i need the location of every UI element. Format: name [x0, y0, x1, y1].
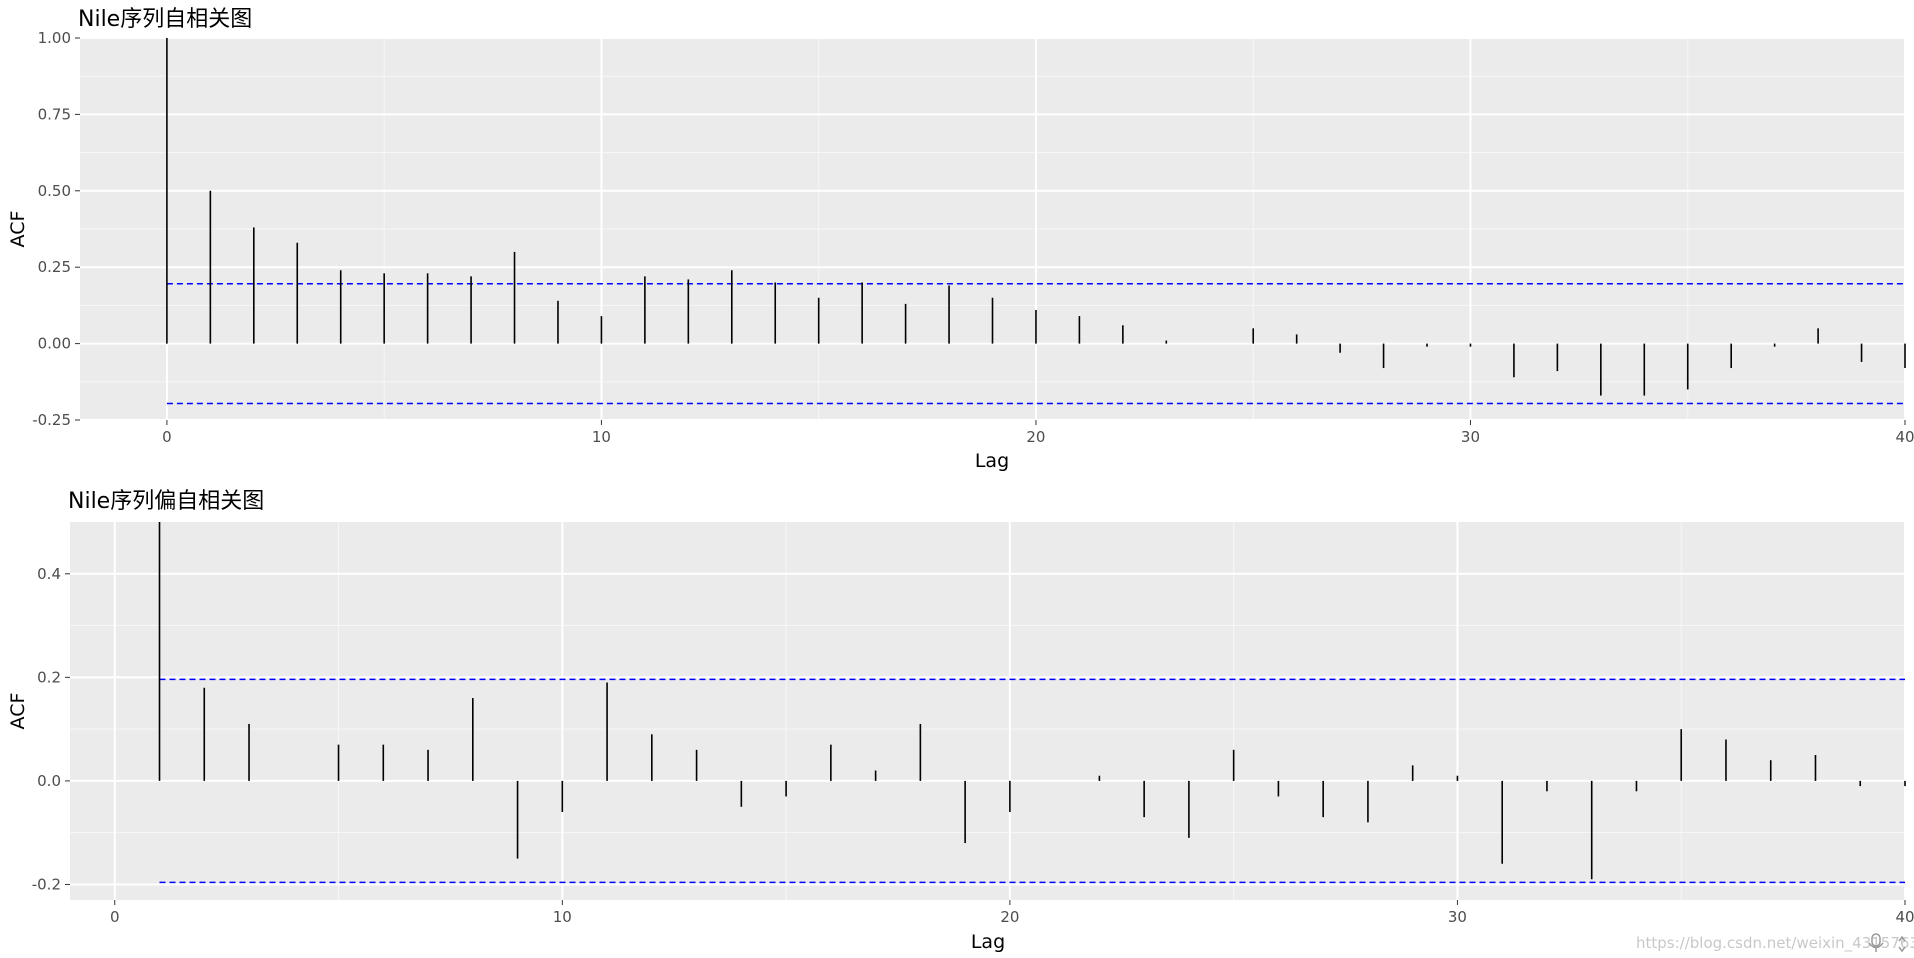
acf-bars [166, 38, 1906, 396]
x-tick-label: 10 [592, 428, 611, 446]
y-tick-label: 0.4 [37, 565, 61, 583]
watermark-text: https://blog.csdn.net/weixin_4315763 [1636, 934, 1914, 953]
pacf-chart-title: Nile序列偏自相关图 [68, 489, 264, 514]
y-tick-label: 0.00 [38, 335, 71, 353]
pacf-gridlines [70, 522, 1906, 900]
y-tick-label: -0.25 [32, 411, 71, 429]
scroll-arrows-icon[interactable] [1898, 935, 1906, 953]
x-tick-label: 0 [162, 428, 172, 446]
x-tick-label: 40 [1895, 428, 1914, 446]
pacf-plot-panel [70, 522, 1905, 900]
acf-x-ticks: 0 10 20 30 40 [162, 420, 1914, 446]
acf-y-axis-label: ACF [7, 211, 29, 248]
y-tick-label: 0.2 [37, 668, 61, 686]
microphone-icon[interactable] [1868, 933, 1884, 952]
pacf-x-axis-label: Lag [971, 931, 1005, 953]
y-tick-label: 0.50 [38, 182, 71, 200]
x-tick-label: 40 [1895, 908, 1914, 926]
x-tick-label: 30 [1448, 908, 1467, 926]
pacf-confidence-band [159, 678, 1905, 884]
y-tick-label: 1.00 [38, 29, 71, 47]
y-tick-label: 0.75 [38, 105, 71, 123]
pacf-x-ticks: 0 10 20 30 40 [110, 900, 1914, 926]
acf-x-axis-label: Lag [975, 450, 1009, 472]
acf-chart: Nile序列自相关图 -0.25 0.00 0.25 0.50 0.75 1.00 0 10… [7, 7, 1914, 472]
x-tick-label: 10 [553, 908, 572, 926]
x-tick-label: 20 [1000, 908, 1019, 926]
y-tick-label: 0.25 [38, 258, 71, 276]
pacf-chart: Nile序列偏自相关图 -0.20.00.20.4 0 10 20 30 40 Lag … [7, 489, 1914, 953]
acf-y-ticks: -0.25 0.00 0.25 0.50 0.75 1.00 [32, 29, 80, 429]
pacf-y-ticks: -0.2 0.0 0.2 0.4 [32, 565, 70, 893]
x-tick-label: 0 [110, 908, 120, 926]
y-tick-label: 0.0 [37, 772, 61, 790]
x-tick-label: 30 [1461, 428, 1480, 446]
x-tick-label: 20 [1026, 428, 1045, 446]
pacf-bars [158, 522, 1906, 880]
y-tick-label: -0.2 [32, 875, 61, 893]
acf-chart-title: Nile序列自相关图 [78, 7, 252, 32]
pacf-y-axis-label: ACF [7, 693, 29, 730]
